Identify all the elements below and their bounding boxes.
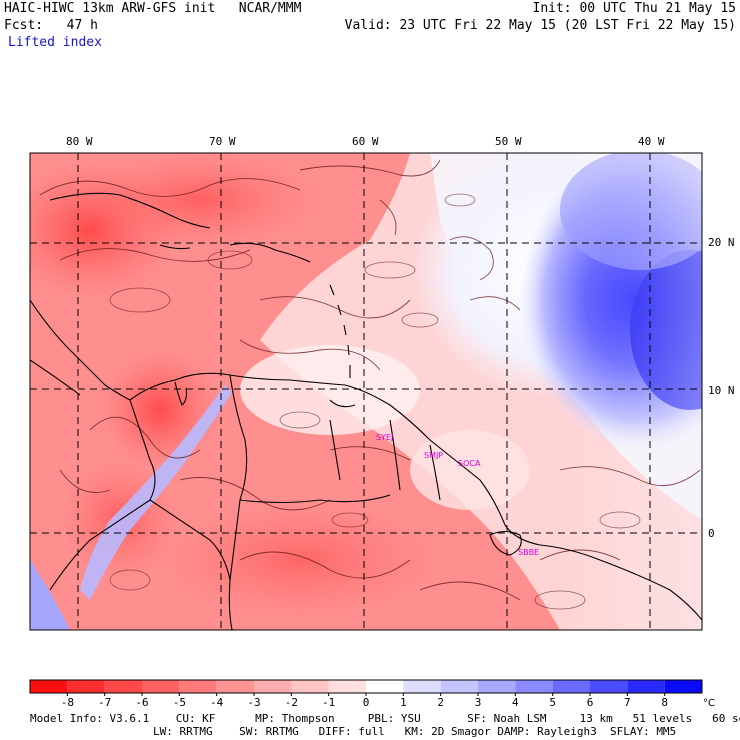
colorbar-unit: °C <box>703 698 715 709</box>
map-frame <box>29 152 703 631</box>
lon-label-80w: 80 W <box>66 135 93 148</box>
colorbar-tick-label: -6 <box>135 696 148 709</box>
colorbar-tick-label: 7 <box>624 696 631 709</box>
station-soca: SOCA <box>458 459 481 468</box>
field-name: Lifted index <box>8 35 102 50</box>
colorbar-swatch <box>216 680 254 693</box>
colorbar-tick-label: -3 <box>247 696 260 709</box>
colorbar-swatch <box>67 680 105 693</box>
colorbar-tick-label: 1 <box>400 696 407 709</box>
lat-label-0: 0 <box>708 527 715 540</box>
map-field <box>30 153 702 630</box>
colorbar-swatch <box>440 680 478 693</box>
colorbar-swatch <box>366 680 404 693</box>
init-time: Init: 00 UTC Thu 21 May 15 <box>532 1 737 16</box>
lon-label-70w: 70 W <box>209 135 236 148</box>
lat-label-20n: 20 N <box>708 236 735 249</box>
lat-label-10n: 10 N <box>708 384 735 397</box>
colorbar-tick-label: -7 <box>98 696 111 709</box>
colorbar-tick-label: -2 <box>285 696 298 709</box>
colorbar-tick-label: 2 <box>437 696 444 709</box>
colorbar-tick-label: 4 <box>512 696 519 709</box>
colorbar-swatch <box>254 680 292 693</box>
colorbar-swatch <box>552 680 590 693</box>
colorbar-swatch <box>590 680 628 693</box>
coastlines <box>30 192 702 630</box>
lon-label-40w: 40 W <box>638 135 665 148</box>
valid-time: Valid: 23 UTC Fri 22 May 15 (20 LST Fri … <box>344 18 736 33</box>
forecast-hour: Fcst: 47 h <box>4 18 98 33</box>
colorbar-swatch <box>515 680 553 693</box>
colorbar-swatch <box>179 680 217 693</box>
colorbar-swatch <box>664 680 702 693</box>
model-info-line1: Model Info: V3.6.1 CU: KF MP: Thompson P… <box>30 712 740 725</box>
colorbar-tick-label: -5 <box>173 696 186 709</box>
colorbar-swatch <box>291 680 329 693</box>
station-syej: SYEJ <box>376 433 393 442</box>
station-sbbe: SBBE <box>518 548 539 557</box>
colorbar-tick-label: 8 <box>661 696 668 709</box>
colorbar-swatch <box>627 680 665 693</box>
colorbar-tick-label: 5 <box>549 696 556 709</box>
colorbar-tick-label: -1 <box>322 696 335 709</box>
colorbar-tick-label: 3 <box>475 696 482 709</box>
colorbar-swatch <box>104 680 142 693</box>
colorbar-swatch <box>478 680 516 693</box>
colorbar-swatch <box>142 680 180 693</box>
colorbar-tick-label: 6 <box>587 696 594 709</box>
lon-label-50w: 50 W <box>495 135 522 148</box>
lon-label-60w: 60 W <box>352 135 379 148</box>
model-info-line2: LW: RRTMG SW: RRTMG DIFF: full KM: 2D Sm… <box>153 725 677 738</box>
colorbar-tick-label: -8 <box>61 696 74 709</box>
colorbar-tick-label: 0 <box>363 696 370 709</box>
colorbar: -8 -7 -6 -5 -4 -3 -2 -1 0 1 2 3 4 5 6 7 8 °C <box>29 679 715 709</box>
model-title: HAIC-HIWC 13km ARW-GFS init NCAR/MMM <box>4 1 302 16</box>
lat-lon-grid <box>30 153 702 630</box>
colorbar-tick-label: -4 <box>210 696 224 709</box>
station-smjp: SMJP <box>424 451 443 460</box>
colorbar-swatch <box>30 680 68 693</box>
colorbar-swatch <box>403 680 441 693</box>
colorbar-swatch <box>328 680 366 693</box>
